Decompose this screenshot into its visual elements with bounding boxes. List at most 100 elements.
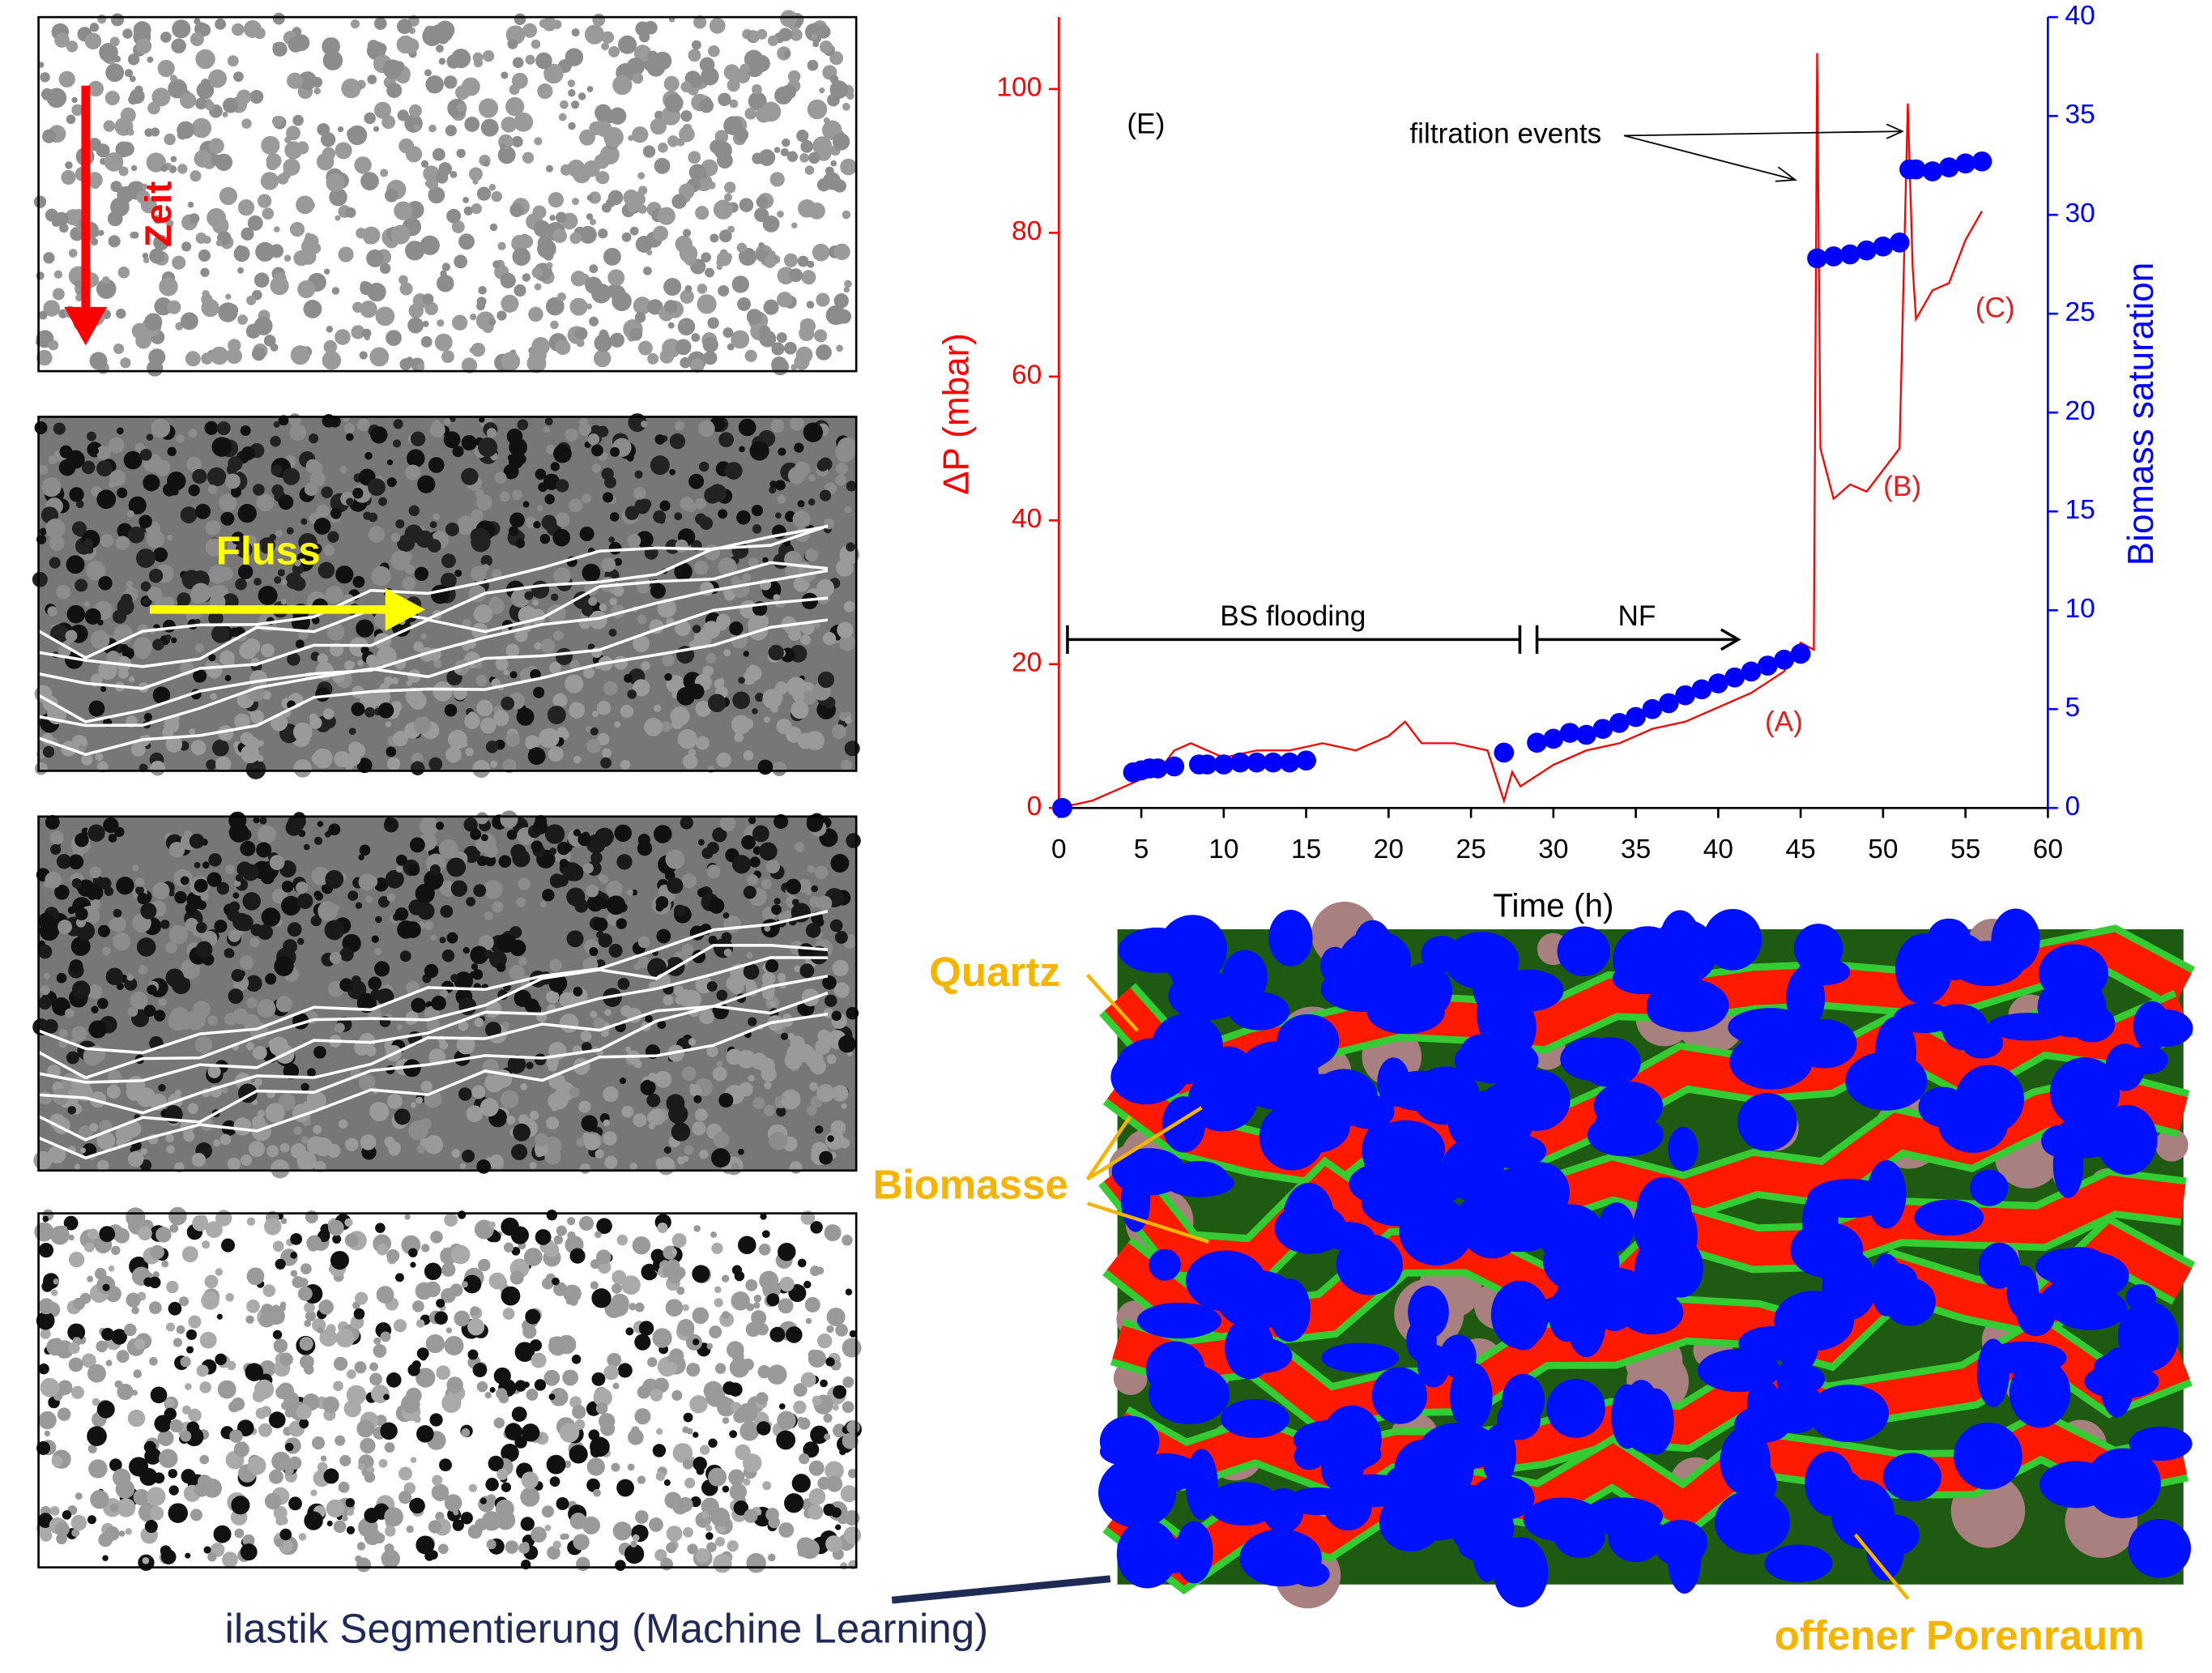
texture [758, 149, 775, 166]
texture [432, 1475, 442, 1485]
texture [387, 894, 396, 903]
texture [262, 907, 281, 927]
texture [475, 1018, 484, 1026]
texture [739, 198, 754, 212]
texture [584, 1134, 600, 1150]
label-fluss: Fluss [216, 529, 321, 574]
texture [272, 1304, 279, 1312]
texture [675, 420, 684, 430]
texture [550, 873, 565, 888]
texture [158, 1430, 174, 1446]
texture [113, 909, 122, 918]
texture [53, 1278, 59, 1284]
texture [604, 1156, 617, 1169]
texture [275, 1539, 283, 1547]
texture [124, 451, 143, 470]
data-point [1791, 644, 1811, 664]
texture [635, 1510, 649, 1524]
texture [441, 1393, 461, 1413]
texture [411, 1102, 416, 1108]
texture [698, 420, 715, 437]
texture [497, 962, 506, 972]
texture [299, 1533, 306, 1540]
texture [318, 901, 338, 921]
texture [464, 713, 480, 729]
texture [626, 200, 638, 212]
texture [490, 1387, 496, 1393]
texture [812, 41, 819, 48]
texture [835, 475, 846, 486]
texture [300, 249, 317, 265]
data-point [1296, 750, 1316, 770]
texture [669, 469, 676, 476]
texture [131, 165, 137, 171]
texture [327, 1521, 333, 1526]
texture [328, 823, 340, 835]
image-panel [34, 1207, 862, 1573]
texture [757, 1421, 771, 1436]
texture [68, 907, 75, 914]
open-pore [1462, 1127, 1494, 1164]
texture [232, 892, 239, 898]
texture [378, 497, 387, 506]
texture [58, 1380, 73, 1395]
texture [318, 821, 324, 827]
texture [192, 1153, 206, 1167]
texture [692, 1308, 709, 1325]
texture [75, 1163, 80, 1169]
open-pore [1791, 1222, 1864, 1278]
texture [734, 732, 744, 742]
texture [306, 1236, 322, 1251]
texture [421, 160, 428, 168]
texture [596, 931, 604, 939]
texture [774, 594, 781, 601]
texture [153, 548, 168, 562]
texture [134, 637, 153, 656]
texture [553, 694, 568, 708]
texture [603, 1120, 611, 1127]
texture [509, 84, 520, 95]
texture [99, 1242, 105, 1248]
texture [151, 87, 170, 106]
texture [356, 903, 362, 909]
y-axis-label: ΔP (mbar) [937, 333, 977, 495]
texture [676, 687, 695, 706]
texture [578, 833, 590, 846]
texture [352, 975, 360, 984]
texture [838, 1035, 856, 1053]
texture [535, 1229, 552, 1245]
texture [691, 333, 700, 342]
texture [648, 1073, 657, 1082]
texture [380, 169, 388, 177]
texture [366, 655, 377, 666]
texture [325, 920, 345, 941]
texture [424, 921, 433, 930]
texture [560, 100, 569, 109]
texture [384, 1137, 394, 1147]
texture [90, 1490, 109, 1509]
texture [347, 1526, 355, 1534]
texture [182, 1406, 191, 1415]
texture [143, 253, 148, 258]
texture [167, 447, 176, 456]
texture [518, 877, 531, 890]
texture [87, 432, 96, 442]
texture [778, 973, 786, 982]
texture [520, 235, 533, 248]
texture [778, 447, 786, 455]
texture [543, 426, 551, 433]
texture [468, 471, 475, 477]
open-pore [1970, 1170, 2008, 1206]
texture [835, 931, 848, 944]
texture [703, 337, 718, 352]
texture [143, 474, 160, 491]
texture [271, 484, 283, 497]
texture [241, 425, 251, 436]
texture [496, 1388, 507, 1399]
texture [128, 1410, 145, 1427]
texture [705, 1525, 712, 1531]
texture [553, 1541, 561, 1549]
texture [799, 1453, 809, 1464]
texture [767, 1364, 787, 1385]
texture [330, 57, 336, 63]
